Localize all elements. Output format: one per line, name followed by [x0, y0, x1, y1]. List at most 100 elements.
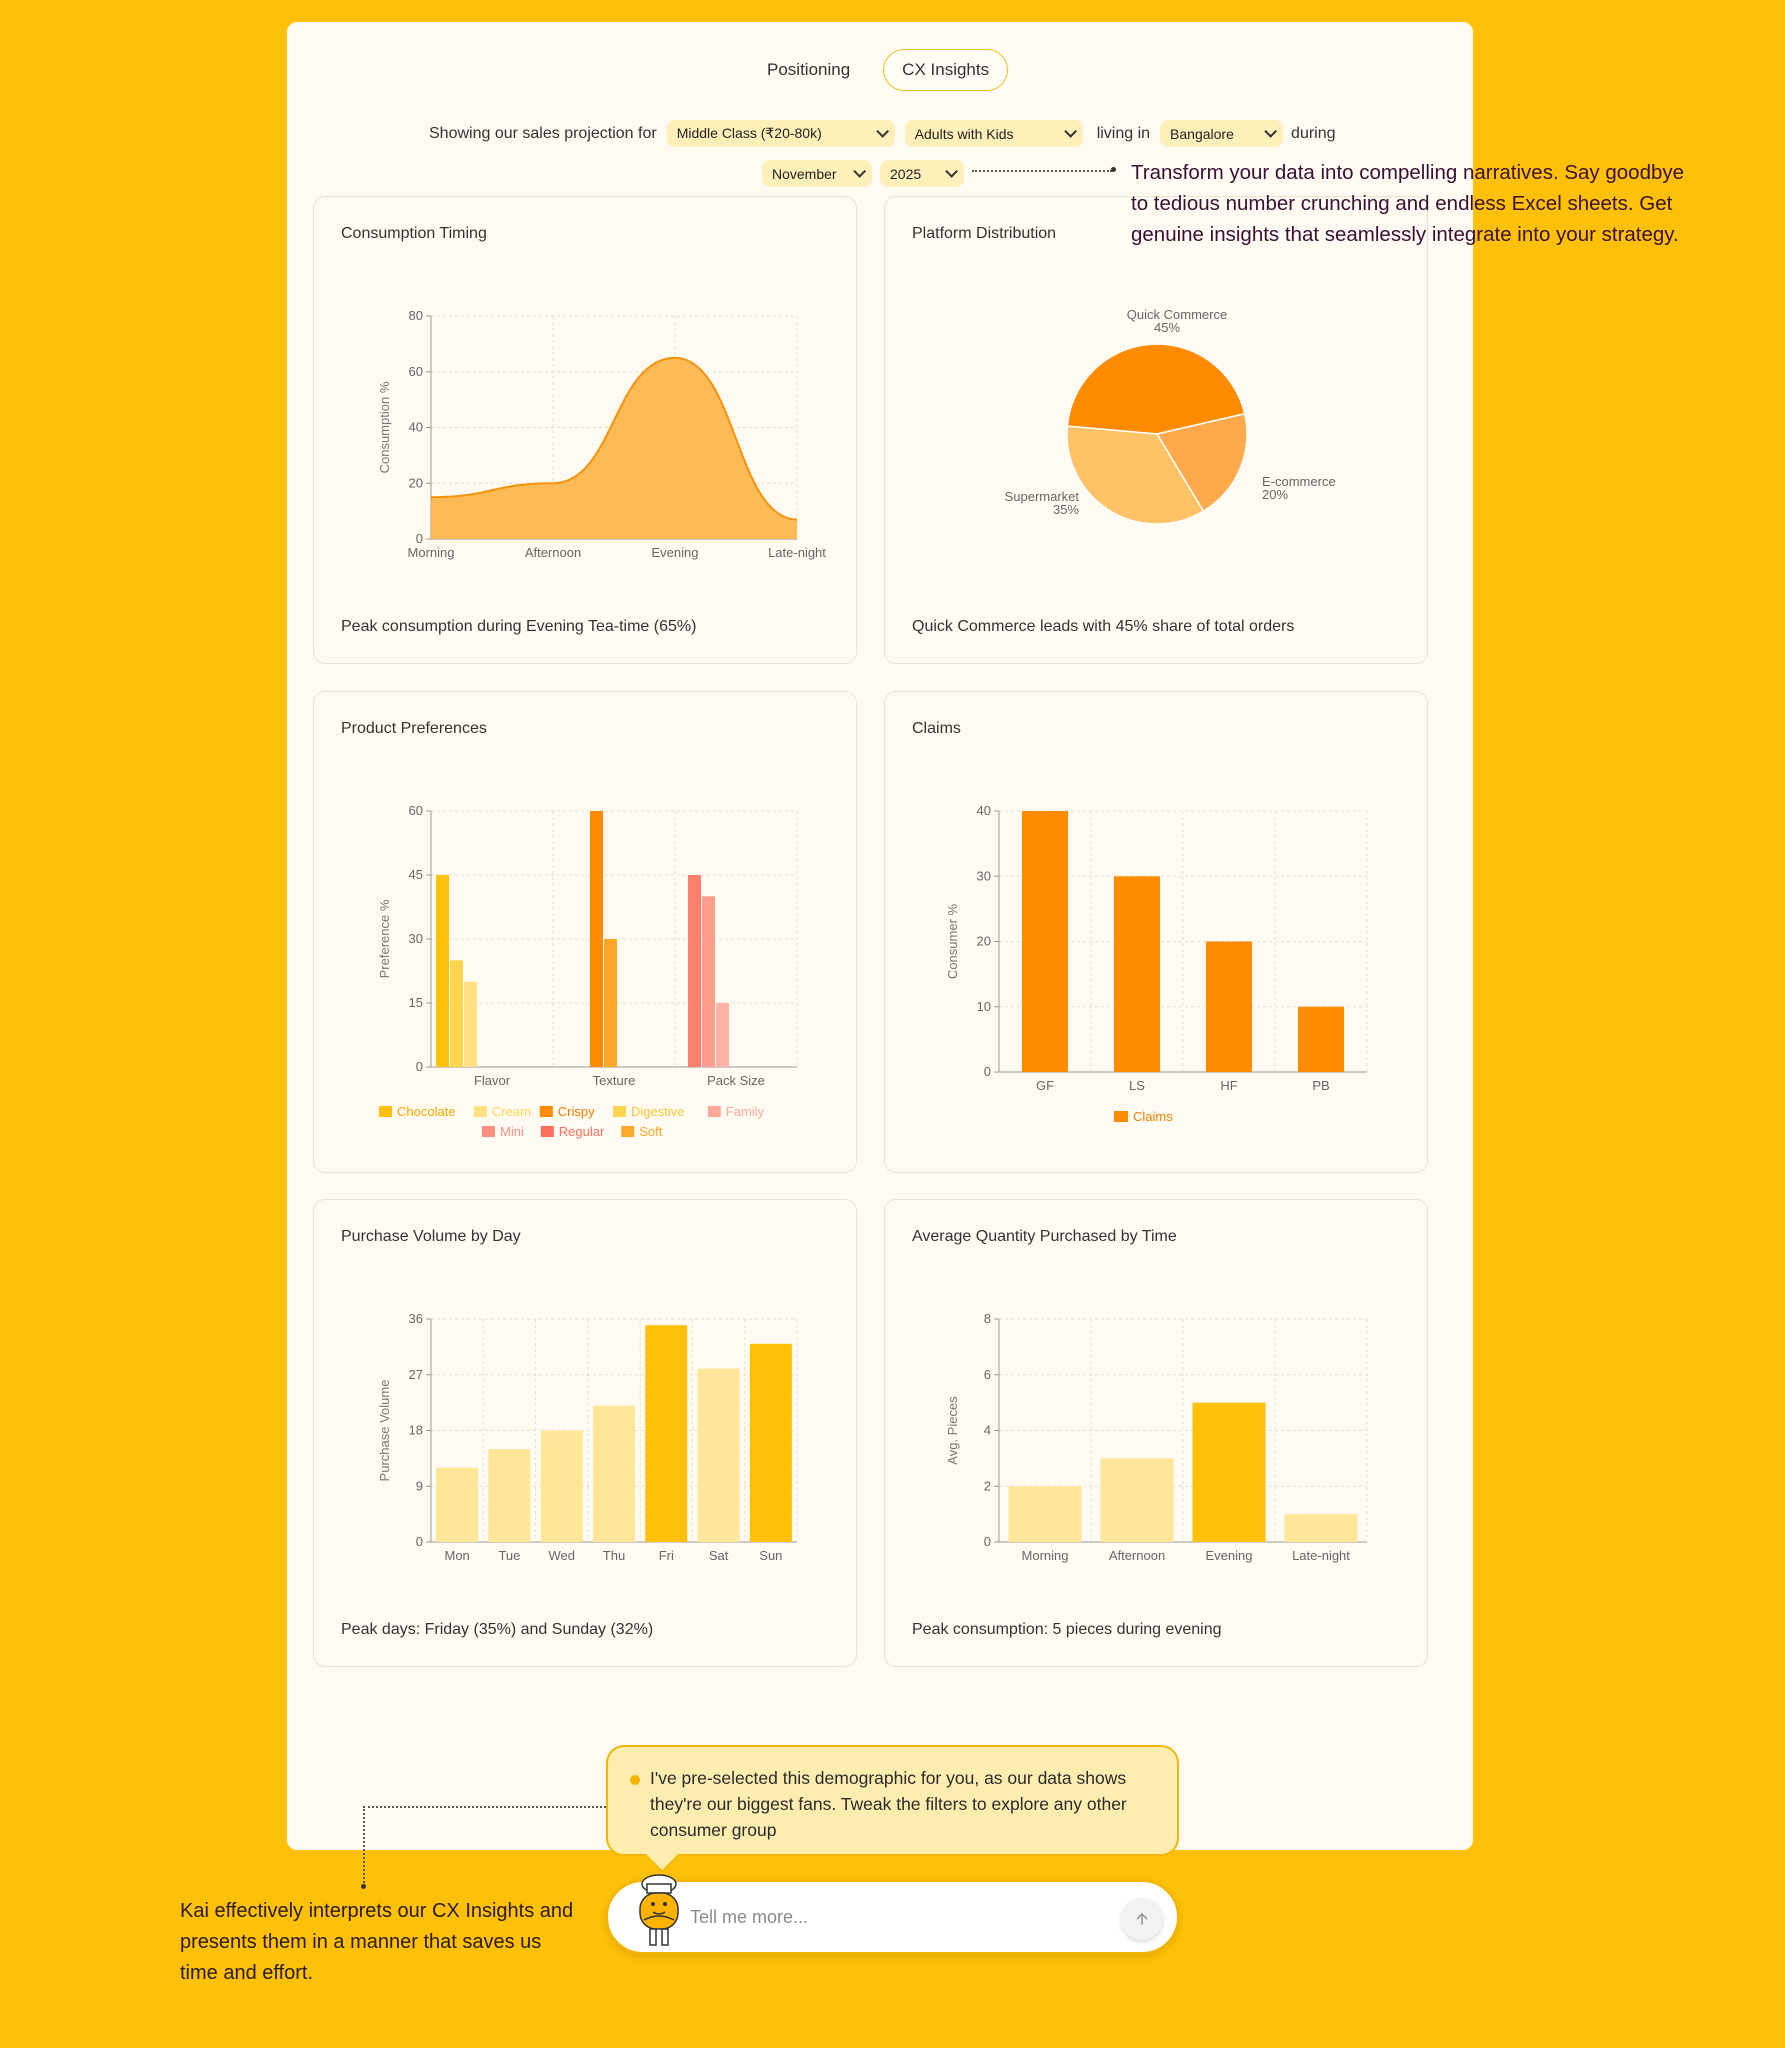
slice-label: Quick Commerce	[1127, 307, 1227, 322]
bar	[645, 1325, 688, 1542]
legend-label: Mini	[500, 1124, 524, 1139]
y-tick-label: 6	[984, 1367, 991, 1382]
card-footer: Peak consumption during Evening Tea-time…	[341, 618, 697, 635]
chevron-down-icon	[853, 165, 866, 178]
x-tick-label: GF	[1036, 1078, 1054, 1093]
bar	[1192, 1402, 1266, 1542]
card-average-quantity: Average Quantity Purchased by Time 0 2 4 6 8…	[884, 1199, 1428, 1667]
x-tick-label: Pack Size	[707, 1073, 765, 1088]
chef-mascot-icon	[639, 1874, 679, 1946]
legend-swatch	[540, 1126, 554, 1137]
household-value: Adults with Kids	[914, 125, 1014, 142]
filter-sentence-2: November 2025	[762, 160, 964, 187]
y-tick-label: 0	[416, 1534, 423, 1549]
y-tick-label: 4	[984, 1423, 991, 1438]
pie-slice	[1155, 412, 1248, 513]
kai-message-bubble: I've pre-selected this demographic for y…	[606, 1745, 1179, 1873]
chevron-down-icon	[875, 125, 889, 138]
bar	[436, 1467, 479, 1542]
bar	[1284, 1514, 1358, 1542]
y-axis-title: Avg. Pieces	[945, 1396, 960, 1465]
bar	[540, 1430, 583, 1542]
y-tick-label: 15	[409, 995, 423, 1010]
legend-swatch	[379, 1106, 392, 1117]
send-button[interactable]	[1121, 1898, 1163, 1940]
y-tick-label: 36	[409, 1311, 423, 1326]
preferences-bar-chart: 0 15 30 45 60 Preference % Flavor Texture Pack S…	[377, 803, 798, 1139]
slice-label: E-commerce	[1262, 474, 1336, 489]
x-tick-label: Evening	[652, 545, 699, 560]
x-tick-label: Mon	[444, 1548, 469, 1563]
month-select[interactable]: November	[762, 160, 872, 187]
during-text: during	[1291, 124, 1336, 142]
living-in-text: living in	[1096, 124, 1151, 142]
chevron-down-icon	[1264, 125, 1278, 138]
card-title: Claims	[912, 720, 961, 737]
pie-slice	[1066, 343, 1246, 435]
x-tick-label: PB	[1312, 1078, 1329, 1093]
y-tick-label: 2	[984, 1478, 991, 1493]
bar	[1206, 941, 1252, 1072]
legend-label: Cream	[492, 1104, 531, 1119]
area-fill	[431, 357, 797, 539]
legend-label: Claims	[1133, 1109, 1173, 1124]
year-select[interactable]: 2025	[880, 160, 964, 187]
city-select[interactable]: Bangalore	[1160, 120, 1284, 147]
x-tick-label: Texture	[593, 1073, 636, 1088]
y-tick-label: 0	[416, 531, 423, 546]
month-value: November	[772, 165, 837, 182]
tab-cx-insights[interactable]: CX Insights	[883, 49, 1009, 91]
y-tick-label: 60	[409, 803, 423, 818]
x-tick-label: Afternoon	[1109, 1548, 1165, 1563]
x-tick-label: Morning	[1022, 1548, 1069, 1563]
bar	[1008, 1486, 1082, 1542]
y-axis-title: Preference %	[377, 899, 392, 978]
bar	[697, 1368, 740, 1542]
y-tick-label: 20	[409, 475, 423, 490]
x-tick-label: Morning	[408, 545, 455, 560]
bar-crispy	[590, 811, 603, 1067]
tab-positioning[interactable]: Positioning	[767, 60, 851, 79]
y-tick-label: 30	[409, 931, 423, 946]
card-title: Product Preferences	[341, 720, 487, 737]
bar-cream	[450, 960, 463, 1067]
bubble-tail	[645, 1839, 679, 1873]
card-footer: Quick Commerce leads with 45% share of t…	[912, 618, 1295, 635]
slice-percent: 20%	[1262, 487, 1288, 502]
chat-input[interactable]	[690, 1900, 1090, 1934]
bar-mini	[716, 1003, 729, 1067]
y-tick-label: 80	[409, 308, 423, 323]
legend-swatch	[473, 1106, 487, 1117]
card-title: Average Quantity Purchased by Time	[912, 1228, 1177, 1245]
x-tick-label: Thu	[603, 1548, 625, 1563]
legend-swatch	[621, 1126, 635, 1137]
bar-soft	[604, 939, 617, 1067]
bar-chocolate	[436, 875, 449, 1067]
household-select[interactable]: Adults with Kids	[904, 120, 1083, 147]
card-platform-distribution: Platform Distribution Quick Commerce 45% E…	[884, 196, 1428, 664]
x-tick-label: Sat	[709, 1548, 729, 1563]
y-tick-label: 40	[977, 803, 991, 818]
card-consumption-timing: Consumption Timing 0 20 40 60 80 Consumption …	[313, 196, 857, 664]
chevron-down-icon	[945, 165, 958, 178]
card-title: Platform Distribution	[912, 225, 1057, 242]
legend-label: Chocolate	[397, 1104, 456, 1119]
y-tick-label: 0	[984, 1534, 991, 1549]
legend-label: Family	[726, 1104, 765, 1119]
x-tick-label: HF	[1220, 1078, 1237, 1093]
card-title: Consumption Timing	[341, 225, 487, 242]
slice-label: Supermarket	[1005, 489, 1080, 504]
bar	[749, 1343, 792, 1542]
income-value: Middle Class (₹20-80k)	[676, 125, 822, 141]
bar	[1114, 876, 1160, 1072]
annotation-kai: Kai effectively interprets our CX Insigh…	[180, 1900, 574, 1984]
x-tick-label: Fri	[659, 1548, 674, 1563]
bar-digestive	[464, 981, 477, 1067]
legend-swatch	[707, 1106, 721, 1117]
consumption-area-chart: 0 20 40 60 80 Consumption % Morning Afternoon Ev…	[377, 308, 826, 560]
bar	[488, 1449, 531, 1542]
annotation-insights: Transform your data into compelling narr…	[1131, 161, 1685, 246]
y-tick-label: 9	[416, 1478, 423, 1493]
income-select[interactable]: Middle Class (₹20-80k)	[666, 120, 895, 147]
pie-slice	[1066, 425, 1205, 525]
